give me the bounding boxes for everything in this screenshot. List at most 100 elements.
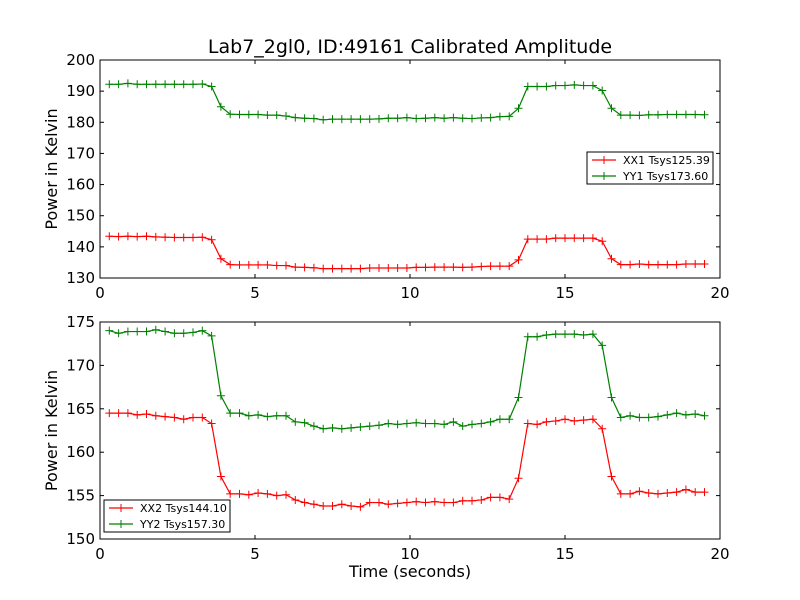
- y-tick-label: 165: [66, 400, 95, 418]
- y-axis-label: Power in Kelvin: [42, 370, 61, 491]
- legend-frame: [103, 499, 231, 533]
- data-point: [588, 234, 597, 243]
- data-point: [244, 110, 253, 119]
- data-point: [514, 255, 523, 264]
- data-point: [207, 82, 216, 91]
- data-point: [626, 489, 635, 498]
- data-point: [291, 263, 300, 272]
- data-point: [328, 502, 337, 511]
- data-point: [207, 331, 216, 340]
- legend-label: XX2 Tsys144.10: [140, 502, 227, 515]
- data-point: [635, 413, 644, 422]
- data-point: [198, 79, 207, 88]
- data-point: [235, 409, 244, 418]
- data-point: [672, 409, 681, 418]
- data-point: [179, 80, 188, 89]
- data-point: [616, 260, 625, 269]
- data-point: [616, 413, 625, 422]
- data-point: [588, 81, 597, 90]
- data-point: [430, 419, 439, 428]
- data-point: [114, 232, 123, 241]
- data-point: [468, 263, 476, 272]
- data-point: [514, 474, 523, 483]
- data-point: [607, 104, 616, 113]
- data-point: [347, 115, 356, 124]
- data-point: [523, 82, 532, 91]
- data-point: [672, 110, 681, 119]
- data-point: [151, 80, 160, 89]
- data-point: [170, 233, 179, 242]
- data-point: [570, 416, 579, 425]
- y-tick-label: 160: [66, 176, 95, 194]
- x-tick-label: 20: [710, 284, 729, 302]
- data-point: [533, 82, 542, 91]
- data-point: [561, 415, 569, 424]
- data-point: [356, 264, 365, 273]
- data-point: [505, 112, 514, 121]
- data-point: [440, 498, 449, 507]
- data-point: [551, 81, 560, 90]
- data-point: [319, 502, 328, 511]
- data-point: [654, 110, 662, 119]
- data-point: [328, 264, 337, 273]
- data-point: [365, 115, 374, 124]
- series-line: [109, 329, 705, 430]
- data-point: [133, 80, 142, 89]
- y-tick-label: 170: [66, 356, 95, 374]
- plot-area: [105, 325, 709, 511]
- y-tick-label: 180: [66, 113, 95, 131]
- data-point: [402, 498, 411, 507]
- data-point: [579, 81, 588, 90]
- data-point: [365, 422, 374, 431]
- y-tick-label: 150: [66, 530, 95, 548]
- data-point: [672, 488, 681, 497]
- x-tick-label: 0: [95, 545, 105, 563]
- data-point: [393, 114, 402, 123]
- data-point: [681, 410, 690, 419]
- data-point: [681, 485, 690, 494]
- chart-title: Lab7_2gl0, ID:49161 Calibrated Amplitude: [208, 36, 612, 58]
- data-point: [179, 415, 188, 424]
- data-point: [616, 111, 625, 120]
- data-point: [542, 417, 551, 426]
- data-point: [216, 472, 225, 481]
- data-point: [477, 113, 486, 122]
- data-point: [337, 500, 346, 509]
- data-point: [384, 114, 393, 123]
- data-point: [551, 234, 560, 243]
- data-point: [691, 110, 700, 119]
- data-point: [151, 232, 160, 241]
- data-point: [644, 413, 653, 422]
- data-point: [365, 264, 374, 273]
- x-tick-label: 5: [250, 545, 260, 563]
- x-tick-label: 10: [400, 545, 419, 563]
- data-point: [189, 233, 197, 242]
- data-point: [449, 498, 458, 507]
- data-point: [300, 418, 309, 427]
- data-point: [393, 499, 402, 508]
- data-point: [402, 264, 411, 273]
- data-point: [700, 488, 709, 497]
- data-point: [477, 262, 486, 271]
- data-point: [551, 330, 560, 339]
- y-axis-label: Power in Kelvin: [42, 108, 61, 229]
- data-point: [282, 411, 290, 420]
- data-point: [523, 235, 532, 244]
- data-point: [570, 234, 579, 243]
- y-tick-label: 200: [66, 51, 95, 69]
- data-point: [105, 326, 114, 335]
- data-point: [216, 254, 225, 263]
- data-point: [654, 412, 662, 421]
- data-point: [254, 488, 263, 497]
- data-point: [523, 419, 532, 428]
- data-point: [561, 81, 569, 90]
- legend-marker: [117, 504, 125, 512]
- data-point: [365, 498, 374, 507]
- data-point: [421, 114, 430, 123]
- data-point: [495, 415, 504, 424]
- data-point: [300, 263, 309, 272]
- data-point: [179, 329, 188, 338]
- data-point: [505, 262, 514, 271]
- data-point: [458, 263, 467, 272]
- data-point: [412, 497, 421, 506]
